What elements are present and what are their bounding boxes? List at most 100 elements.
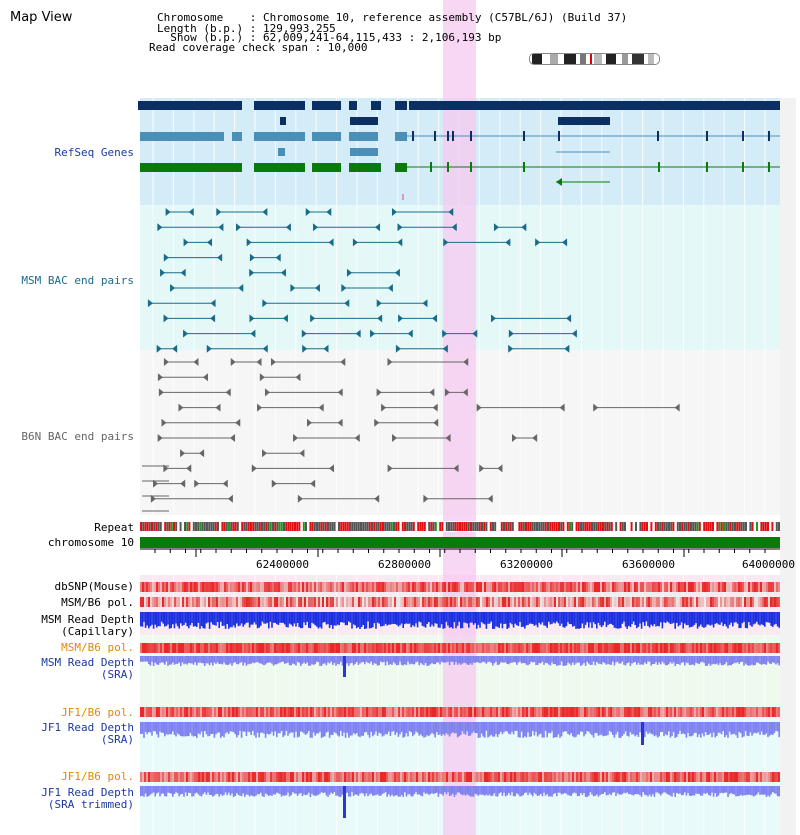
- bac-end-marker: [153, 479, 159, 488]
- bac-end-marker: [305, 208, 311, 216]
- pol-density-cell: [746, 707, 748, 717]
- depth-bar: [620, 656, 622, 664]
- pol-density-cell: [200, 643, 202, 653]
- depth-bar: [450, 612, 452, 628]
- depth-bar: [212, 786, 214, 797]
- pol-density-cell: [762, 643, 764, 653]
- depth-bar: [564, 786, 566, 794]
- depth-bar: [596, 656, 598, 663]
- depth-bar: [151, 612, 153, 625]
- pol-density-cell: [768, 643, 770, 653]
- pol-density-cell: [504, 582, 506, 592]
- pol-density-cell: [758, 707, 760, 717]
- track-label-msm-b6-pol-1[interactable]: MSM/B6 pol.: [61, 596, 134, 609]
- pol-density-cell: [486, 597, 488, 607]
- repeat-element: [283, 522, 285, 531]
- depth-bar: [242, 722, 244, 732]
- depth-bar: [290, 786, 292, 796]
- bac-end-marker: [183, 238, 189, 247]
- pol-density-cell: [484, 707, 486, 717]
- pol-density-cell: [656, 582, 658, 592]
- track-label-msm-b6-pol-2[interactable]: MSM/B6 pol.: [61, 641, 134, 654]
- bac-end-marker: [238, 284, 244, 292]
- depth-bar: [282, 612, 284, 623]
- track-label-chromosome[interactable]: chromosome 10: [47, 536, 134, 549]
- pol-density-cell: [572, 707, 574, 717]
- pol-density-cell: [364, 597, 366, 607]
- track-label-jf1-depth-sra[interactable]: JF1 Read Depth: [41, 721, 134, 734]
- depth-bar: [485, 612, 488, 629]
- pol-density-cell: [346, 772, 348, 782]
- bac-end-marker: [392, 434, 398, 442]
- depth-bar: [445, 722, 448, 734]
- pol-density-cell: [464, 707, 466, 717]
- pol-density-cell: [246, 643, 248, 653]
- track-label-msm-bac[interactable]: MSM BAC end pairs: [21, 274, 134, 287]
- depth-bar: [527, 722, 529, 733]
- bac-end-marker: [323, 344, 329, 353]
- pol-density-cell: [270, 643, 272, 653]
- pol-density-cell: [166, 772, 168, 782]
- pol-density-cell: [442, 643, 444, 653]
- pol-density-cell: [394, 643, 396, 653]
- depth-bar: [613, 656, 616, 666]
- depth-bar: [762, 656, 764, 664]
- pol-density-cell: [450, 707, 452, 717]
- depth-bar: [674, 786, 676, 797]
- pol-density-cell: [222, 582, 224, 592]
- depth-bar: [658, 612, 660, 627]
- repeat-element: [234, 522, 237, 531]
- depth-bar: [599, 786, 601, 796]
- pol-density-cell: [764, 597, 766, 607]
- depth-bar: [690, 786, 692, 796]
- pol-density-cell: [702, 643, 704, 653]
- pol-density-cell: [606, 707, 608, 717]
- depth-bar: [612, 656, 614, 662]
- pol-density-cell: [514, 582, 516, 592]
- track-label-refseq[interactable]: RefSeq Genes: [54, 146, 134, 159]
- repeat-element: [456, 522, 459, 531]
- pol-density-cell: [576, 582, 578, 592]
- depth-bar: [391, 612, 393, 625]
- track-label-jf1-pol-1[interactable]: JF1/B6 pol.: [61, 706, 134, 719]
- pol-density-cell: [348, 643, 350, 653]
- track-label-repeat[interactable]: Repeat: [94, 521, 134, 534]
- depth-bar: [724, 656, 726, 665]
- depth-bar: [580, 612, 582, 629]
- depth-bar: [498, 612, 500, 628]
- depth-bar: [471, 656, 473, 665]
- depth-bar: [180, 722, 182, 737]
- track-label-dbsnp[interactable]: dbSNP(Mouse): [54, 580, 134, 593]
- pol-density-cell: [340, 582, 342, 592]
- pol-density-cell: [456, 643, 458, 653]
- bac-end-marker: [206, 344, 212, 353]
- track-label-jf1-depth-trimmed[interactable]: JF1 Read Depth: [41, 786, 134, 799]
- depth-bar: [522, 722, 524, 738]
- pol-density-cell: [558, 597, 560, 607]
- pol-density-cell: [350, 582, 352, 592]
- repeat-element: [470, 522, 472, 531]
- pol-density-cell: [416, 582, 418, 592]
- track-label-jf1-pol-2[interactable]: JF1/B6 pol.: [61, 770, 134, 783]
- pol-density-cell: [732, 707, 734, 717]
- pol-density-cell: [776, 643, 778, 653]
- pol-density-cell: [652, 707, 654, 717]
- pol-density-cell: [546, 582, 548, 592]
- depth-bar: [176, 722, 179, 734]
- depth-bar: [378, 722, 380, 733]
- track-label-msm-depth-capillary[interactable]: MSM Read Depth: [41, 613, 134, 626]
- depth-bar: [618, 612, 620, 629]
- depth-bar: [160, 722, 163, 733]
- depth-bar: [389, 786, 392, 797]
- depth-bar: [700, 612, 702, 625]
- track-label-msm-depth-sra[interactable]: MSM Read Depth: [41, 656, 134, 669]
- pol-density-cell: [626, 582, 628, 592]
- chromosome-ideogram[interactable]: [529, 53, 660, 65]
- pol-density-cell: [442, 772, 444, 782]
- depth-bar: [604, 786, 606, 793]
- track-label-b6n-bac[interactable]: B6N BAC end pairs: [21, 430, 134, 443]
- pol-density-cell: [430, 643, 432, 653]
- pol-density-cell: [652, 582, 654, 592]
- depth-bar: [693, 722, 696, 733]
